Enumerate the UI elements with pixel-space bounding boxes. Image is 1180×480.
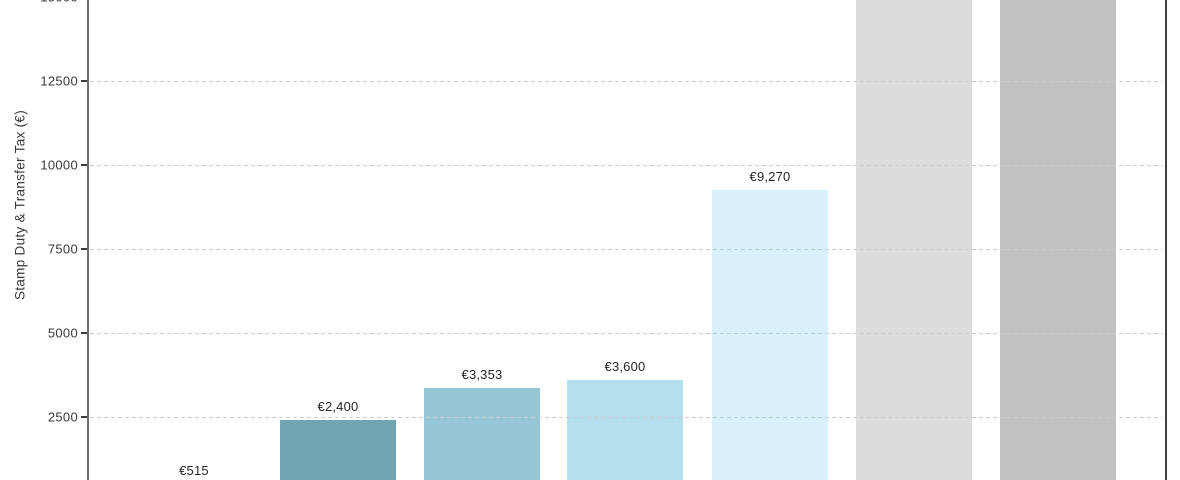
y-gridline — [90, 164, 1163, 166]
y-tick-mark — [81, 416, 88, 418]
y-tick-label: 2500 — [47, 409, 78, 425]
bar — [856, 0, 972, 480]
y-tick-mark — [81, 248, 88, 250]
bar — [280, 420, 396, 480]
y-tick-label: 12500 — [40, 73, 78, 89]
y-tick-mark — [81, 332, 88, 334]
bar-value-label: €2,400 — [317, 399, 359, 415]
bar-value-label: €9,270 — [749, 168, 791, 184]
y-tick-label: 10000 — [40, 157, 78, 173]
y-tick-label: 15000 — [8, 0, 78, 5]
y-tick-mark — [81, 80, 88, 82]
bar-value-label: €3,600 — [604, 359, 646, 375]
y-tick-label: 7500 — [47, 241, 78, 257]
y-gridline — [90, 80, 1163, 82]
bar-value-label: €3,353 — [461, 367, 503, 383]
bar — [567, 380, 683, 480]
y-gridline — [90, 248, 1163, 250]
bar-value-label: €515 — [179, 462, 209, 478]
y-axis-label-text: Stamp Duty & Transfer Tax (€) — [12, 109, 28, 301]
y-gridline — [90, 332, 1163, 334]
bar — [712, 189, 828, 480]
right-spine — [1165, 0, 1167, 480]
y-tick-mark — [81, 164, 88, 166]
left-spine — [87, 0, 89, 480]
bar — [1000, 0, 1116, 480]
y-gridline — [90, 416, 1163, 418]
y-tick-label: 5000 — [47, 325, 78, 341]
bar — [424, 388, 540, 480]
